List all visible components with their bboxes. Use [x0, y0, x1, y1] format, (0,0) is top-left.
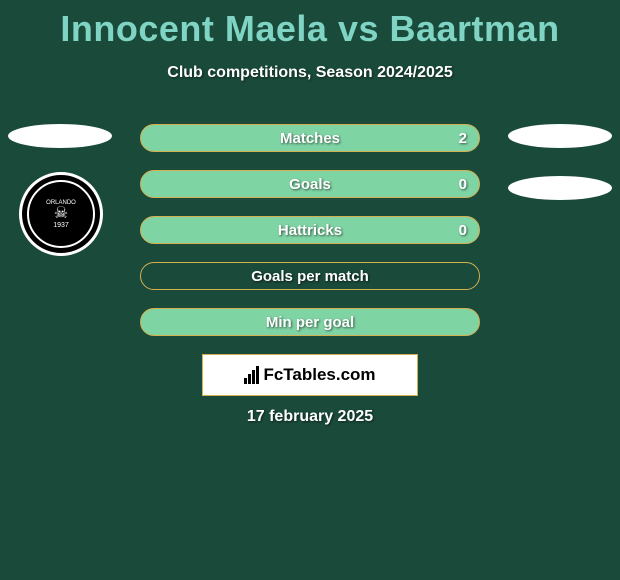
- page-title: Innocent Maela vs Baartman: [0, 0, 620, 50]
- stats-container: Matches 2 Goals 0 Hattricks 0 Goals per …: [140, 124, 480, 354]
- stat-row-gpm: Goals per match: [140, 262, 480, 290]
- right-team-oval-2: [508, 176, 612, 200]
- stat-label: Goals: [289, 176, 331, 193]
- stat-label: Matches: [280, 130, 340, 147]
- date-label: 17 february 2025: [0, 408, 620, 426]
- crest-inner: ORLANDO ☠ 1937: [27, 180, 95, 248]
- left-team-crest: ORLANDO ☠ 1937: [19, 172, 103, 256]
- brand-text: FcTables.com: [263, 365, 375, 385]
- stat-value: 2: [459, 130, 467, 147]
- right-team-oval-1: [508, 124, 612, 148]
- stat-row-matches: Matches 2: [140, 124, 480, 152]
- stat-value: 0: [459, 222, 467, 239]
- skull-icon: ☠: [54, 206, 68, 222]
- subtitle: Club competitions, Season 2024/2025: [0, 64, 620, 82]
- crest-year: 1937: [53, 222, 69, 229]
- left-team-oval: [8, 124, 112, 148]
- stat-value: 0: [459, 176, 467, 193]
- stat-row-hattricks: Hattricks 0: [140, 216, 480, 244]
- stat-label: Hattricks: [278, 222, 342, 239]
- stat-row-mpg: Min per goal: [140, 308, 480, 336]
- stat-label: Goals per match: [251, 268, 369, 285]
- stat-label: Min per goal: [266, 314, 354, 331]
- stat-row-goals: Goals 0: [140, 170, 480, 198]
- brand-box[interactable]: FcTables.com: [202, 354, 418, 396]
- chart-icon: [244, 366, 259, 384]
